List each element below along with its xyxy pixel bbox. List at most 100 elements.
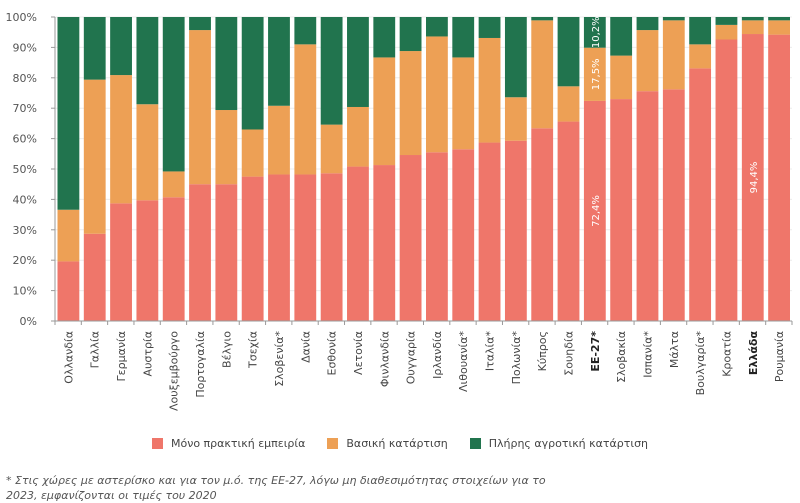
bar-segment-basic (136, 104, 159, 201)
bar-segment-practical (83, 233, 106, 321)
bar-segment-full (610, 17, 633, 56)
bar-segment-basic (636, 30, 659, 92)
legend-label-basic: Βασική κατάρτιση (346, 437, 448, 450)
y-tick-label: 20% (13, 254, 37, 267)
bar-segment-full (741, 17, 764, 21)
bar-segment-basic (189, 30, 211, 185)
x-tick-label: Λετονία (352, 331, 365, 375)
x-tick-label: Φινλανδία (378, 331, 391, 387)
bar-segment-practical (636, 91, 659, 322)
bar-segment-basic (426, 36, 448, 153)
bar-segment-basic (347, 106, 369, 167)
legend-item-practical: Μόνο πρακτική εμπειρία (151, 437, 305, 450)
y-tick-label: 0% (20, 315, 37, 328)
bar-segment-basic (294, 44, 317, 175)
x-tick-label: ΕΕ-27* (589, 331, 602, 372)
y-tick-label: 90% (13, 41, 37, 54)
bar-segment-full (636, 17, 659, 31)
bar-segment-practical (162, 197, 185, 321)
bar-segment-practical (110, 203, 132, 321)
x-tick-label: Ολλανδία (62, 331, 75, 384)
bar-segment-practical (57, 261, 80, 321)
bar-segment-practical (531, 128, 554, 321)
data-label: 10,2% (591, 16, 602, 48)
bar-segment-full (83, 17, 106, 80)
x-tick-label: Δανία (299, 331, 312, 363)
x-tick-label: Αυστρία (141, 331, 154, 376)
x-tick-label: Ελλάδα (747, 331, 760, 376)
bar-segment-practical (741, 34, 764, 322)
bar-segment-full (320, 17, 343, 125)
legend: Μόνο πρακτική εμπειρία Βασική κατάρτιση … (0, 437, 800, 450)
x-tick-label: Ουγγαρία (405, 331, 418, 384)
bar-segment-practical (399, 155, 422, 321)
bar-segment-full (768, 17, 790, 21)
bar-segment-full (662, 17, 685, 21)
x-tick-label: Πορτογαλία (194, 331, 207, 398)
x-tick-label: Σλοβενία* (273, 331, 286, 387)
bar-segment-basic (583, 47, 606, 101)
x-tick-label: Λουξεμβούργο (168, 331, 181, 411)
bar-segment-basic (452, 57, 475, 150)
y-axis: 0% 10% 20% 30% 40% 50% 60% 70% 80% 90% 100% (6, 11, 56, 328)
bar-segment-basic (715, 24, 738, 40)
bar-segment-practical (426, 152, 448, 321)
x-tick-label: Πολωνία* (510, 331, 523, 385)
bar-segment-full (715, 17, 738, 25)
bar-segment-full (583, 17, 606, 48)
bar-segment-practical (715, 39, 738, 321)
y-tick-label: 40% (13, 193, 37, 206)
x-axis: Ολλανδία Γαλλία Γερμανία Αυστρία Λουξεμβούργ… (54, 320, 793, 411)
footnote: * Στις χώρες με αστερίσκο και για τον μ.… (6, 474, 546, 502)
bar-segment-full (531, 17, 554, 21)
x-tick-label: Λιθουανία* (457, 331, 470, 392)
bar-segment-practical (373, 165, 396, 321)
x-tick-label: Σουηδία (563, 331, 576, 376)
bar-segment-basic (478, 37, 501, 143)
bar-segment-basic (57, 209, 80, 262)
x-tick-label: Βουλγαρία* (694, 331, 707, 396)
bar-segment-full (241, 17, 264, 130)
bar-segment-basic (741, 20, 764, 35)
bar-segment-basic (531, 20, 554, 129)
bar-segment-full (373, 17, 396, 58)
bar-segment-practical (768, 34, 790, 322)
x-tick-label: Ιταλία* (484, 331, 497, 372)
bar-segment-full (478, 17, 501, 38)
bar-segment-practical (268, 174, 290, 321)
x-tick-label: Ισπανία* (641, 331, 654, 378)
legend-item-basic: Βασική κατάρτιση (327, 437, 448, 450)
legend-swatch-basic (327, 438, 339, 449)
y-tick-label: 70% (13, 102, 37, 115)
bar-segment-basic (662, 20, 685, 90)
bar-segment-basic (504, 97, 527, 141)
bar-segment-basic (215, 110, 238, 185)
bar-segment-practical (241, 176, 264, 321)
bar-segment-practical (215, 184, 238, 321)
bar-segment-basic (373, 57, 396, 166)
x-tick-label: Βέλγιο (220, 331, 233, 368)
x-tick-label: Γαλλία (89, 331, 102, 368)
x-tick-label: Σλοβακία (615, 331, 628, 383)
y-tick-label: 100% (6, 11, 37, 24)
bar-segment-full (162, 17, 185, 172)
legend-swatch-practical (151, 438, 163, 449)
bar-segment-practical (557, 121, 580, 322)
bar-segment-practical (452, 149, 475, 321)
bar-segment-full (215, 17, 238, 111)
x-tick-label: Γερμανία (115, 331, 128, 381)
bar-segment-full (110, 17, 132, 76)
x-tick-label: Τσεχία (247, 331, 260, 369)
bar-segment-practical (478, 142, 501, 321)
y-tick-label: 60% (13, 133, 37, 146)
data-label: 17,5% (591, 58, 602, 90)
bar-segment-full (294, 17, 317, 45)
bar-segment-basic (399, 51, 422, 156)
bar-segment-full (347, 17, 369, 107)
x-tick-label: Κύπρος (536, 331, 549, 371)
bar-segment-basic (268, 105, 290, 175)
bar-segment-full (268, 17, 290, 106)
x-tick-label: Κροατία (720, 331, 733, 377)
bar-segment-practical (504, 140, 527, 321)
bar-segment-full (557, 17, 580, 87)
